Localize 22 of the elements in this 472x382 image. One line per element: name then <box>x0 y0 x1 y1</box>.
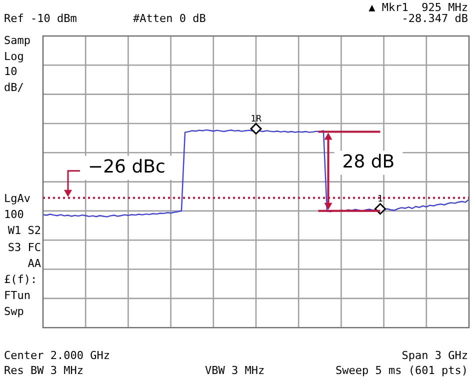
text: Span 3 GHz <box>402 348 468 362</box>
annotation: 1R <box>250 114 262 125</box>
text: Ref -10 dBm <box>4 12 78 25</box>
text: Log <box>4 50 24 63</box>
text: W1 S2 <box>8 224 41 237</box>
text: FTun <box>4 288 30 302</box>
text: £(f): <box>4 272 38 286</box>
text: ▲ Mkr1 925 MHz <box>368 0 468 14</box>
text: Res BW 3 MHz <box>4 364 84 377</box>
text: 10 <box>4 64 18 78</box>
text: Sweep 5 ms (601 pts) <box>336 364 468 377</box>
text: LgAv <box>4 192 31 205</box>
text: Swp <box>4 304 24 318</box>
text: dB/ <box>4 80 24 94</box>
text: AA <box>28 256 42 270</box>
text: 100 <box>4 208 24 221</box>
text: -28.347 dB <box>402 12 468 25</box>
text: S3 FC <box>8 240 41 254</box>
text: Center 2.000 GHz <box>4 348 110 362</box>
text: #Atten 0 dB <box>133 12 206 25</box>
text: VBW 3 MHz <box>205 364 265 377</box>
text: Samp <box>4 34 30 47</box>
